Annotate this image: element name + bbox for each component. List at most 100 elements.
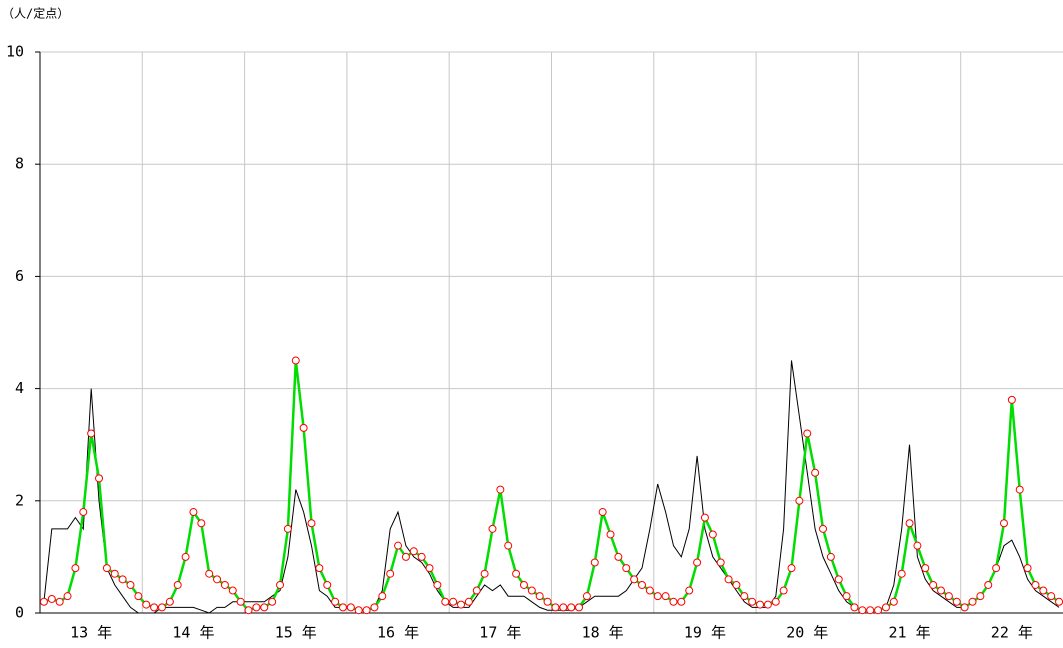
- y-tick-label: 0: [15, 604, 24, 622]
- data-point: [976, 592, 985, 601]
- data-point: [63, 592, 72, 601]
- data-point: [929, 580, 938, 589]
- data-point: [614, 552, 623, 561]
- data-point: [905, 519, 914, 528]
- data-point: [228, 586, 237, 595]
- data-point: [213, 575, 222, 584]
- data-point: [220, 580, 229, 589]
- data-point: [535, 592, 544, 601]
- data-point: [197, 519, 206, 528]
- data-point: [669, 597, 678, 606]
- data-point: [291, 356, 300, 365]
- data-point: [472, 586, 481, 595]
- data-point: [519, 580, 528, 589]
- data-point: [331, 597, 340, 606]
- data-point: [409, 547, 418, 556]
- data-point: [598, 508, 607, 517]
- x-tick-label: 16 年: [377, 624, 419, 642]
- data-point: [134, 592, 143, 601]
- data-point: [622, 564, 631, 573]
- data-point: [181, 552, 190, 561]
- data-point: [55, 597, 64, 606]
- data-point: [630, 575, 639, 584]
- data-point: [150, 603, 159, 612]
- data-point: [504, 541, 513, 550]
- x-tick-label: 21 年: [889, 624, 931, 642]
- data-point: [354, 606, 363, 615]
- data-point: [645, 586, 654, 595]
- x-tick-label: 13 年: [70, 624, 112, 642]
- data-point: [921, 564, 930, 573]
- data-point: [575, 603, 584, 612]
- data-point: [512, 569, 521, 578]
- data-point: [79, 508, 88, 517]
- data-point: [567, 603, 576, 612]
- data-point: [551, 603, 560, 612]
- data-point: [338, 603, 347, 612]
- data-point: [637, 580, 646, 589]
- data-point: [1015, 485, 1024, 494]
- data-point: [315, 564, 324, 573]
- data-point: [244, 606, 253, 615]
- data-point: [732, 580, 741, 589]
- data-point: [496, 485, 505, 494]
- data-point: [952, 597, 961, 606]
- data-point: [1039, 586, 1048, 595]
- data-point: [740, 592, 749, 601]
- data-point: [1007, 395, 1016, 404]
- data-point: [748, 597, 757, 606]
- series-line: [43, 360, 1060, 614]
- data-point: [803, 429, 812, 438]
- data-point: [968, 597, 977, 606]
- data-point: [480, 569, 489, 578]
- data-point: [102, 564, 111, 573]
- data-point: [606, 530, 615, 539]
- data-point: [850, 603, 859, 612]
- data-point: [386, 569, 395, 578]
- data-point: [913, 541, 922, 550]
- data-point: [165, 597, 174, 606]
- data-point: [110, 569, 119, 578]
- data-point: [71, 564, 80, 573]
- data-point: [95, 474, 104, 483]
- data-point: [897, 569, 906, 578]
- data-point: [787, 564, 796, 573]
- data-point: [543, 597, 552, 606]
- data-point: [173, 580, 182, 589]
- data-point: [874, 606, 883, 615]
- data-point: [724, 575, 733, 584]
- data-point: [157, 603, 166, 612]
- data-point: [693, 558, 702, 567]
- data-point: [590, 558, 599, 567]
- x-tick-label: 20 年: [786, 624, 828, 642]
- data-point: [488, 524, 497, 533]
- data-point: [268, 597, 277, 606]
- data-point: [189, 508, 198, 517]
- x-tick-label: 18 年: [582, 624, 624, 642]
- data-point: [417, 552, 426, 561]
- data-point: [826, 552, 835, 561]
- data-point: [708, 530, 717, 539]
- data-point: [842, 592, 851, 601]
- data-point: [118, 575, 127, 584]
- data-point: [39, 597, 48, 606]
- data-point: [1055, 597, 1063, 606]
- x-tick-label: 14 年: [172, 624, 214, 642]
- x-tick-label: 17 年: [479, 624, 521, 642]
- y-tick-label: 6: [15, 267, 24, 285]
- y-tick-label: 4: [15, 379, 24, 397]
- data-point: [433, 580, 442, 589]
- data-point: [252, 603, 261, 612]
- data-point: [401, 552, 410, 561]
- series-line: [43, 360, 1060, 612]
- data-point: [818, 524, 827, 533]
- data-point: [126, 580, 135, 589]
- data-point: [716, 558, 725, 567]
- data-point: [362, 606, 371, 615]
- data-point: [992, 564, 1001, 573]
- x-tick-label: 15 年: [275, 624, 317, 642]
- data-point: [283, 524, 292, 533]
- data-point: [1031, 580, 1040, 589]
- data-point: [370, 603, 379, 612]
- data-point: [47, 594, 56, 603]
